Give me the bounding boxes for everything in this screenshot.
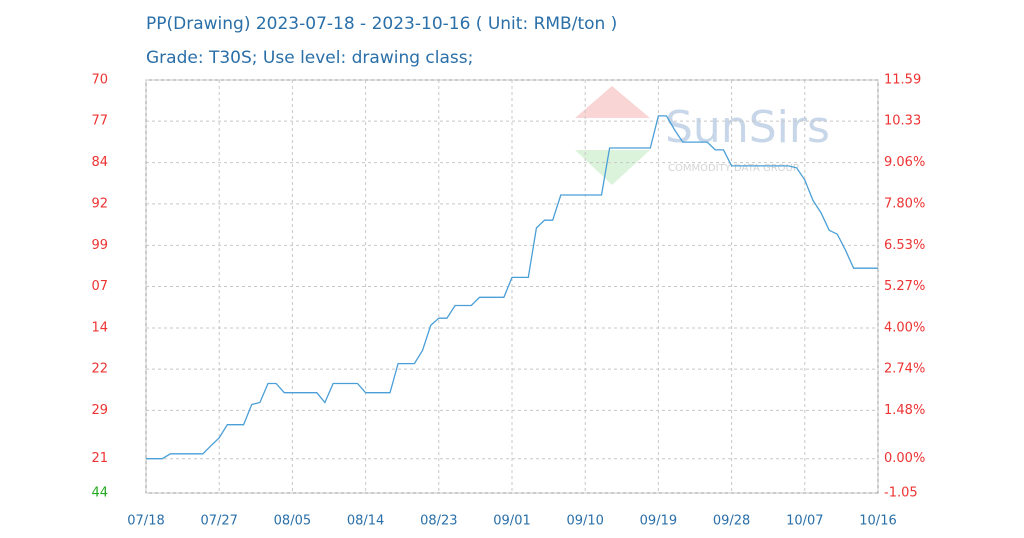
y2-tick-label: 2.74%: [884, 362, 925, 377]
y2-tick-label: 11.59: [884, 73, 921, 88]
x-tick-label: 09/28: [713, 514, 750, 529]
watermark: SunSirs: [665, 102, 830, 153]
y-tick-label: 29: [91, 403, 108, 418]
y-tick-label: 99: [91, 238, 108, 253]
chart-title: PP(Drawing) 2023-07-18 - 2023-10-16 ( Un…: [146, 14, 617, 34]
x-tick-label: 10/07: [786, 514, 823, 529]
y-tick-label: 14: [91, 320, 108, 335]
y2-tick-label: 7.80%: [884, 196, 925, 211]
line-series: [146, 115, 878, 460]
y2-tick-label: 4.00%: [884, 320, 925, 335]
y-tick-label: 70: [91, 73, 108, 88]
y2-tick-label: 1.48%: [884, 403, 925, 418]
y2-tick-label: -1.05: [884, 486, 918, 501]
x-tick-label: 10/16: [859, 514, 896, 529]
x-tick-label: 09/19: [640, 514, 677, 529]
y2-tick-label: 9.06%: [884, 155, 925, 170]
x-tick-label: 07/27: [200, 514, 237, 529]
x-tick-label: 08/14: [347, 514, 384, 529]
y-tick-label: 84: [91, 155, 108, 170]
y2-tick-label: 6.53%: [884, 238, 925, 253]
y2-tick-label: 10.33: [884, 114, 921, 129]
y-tick-label: 44: [91, 486, 108, 501]
x-tick-label: 09/01: [493, 514, 530, 529]
watermark-logo: [575, 86, 650, 185]
y-tick-label: 22: [91, 362, 108, 377]
y2-tick-label: 5.27%: [884, 279, 925, 294]
x-tick-label: 08/05: [274, 514, 311, 529]
y-tick-label: 77: [91, 114, 108, 129]
chart-subtitle: Grade: T30S; Use level: drawing class;: [146, 48, 473, 68]
y-tick-label: 21: [91, 451, 108, 466]
y-tick-label: 92: [91, 196, 108, 211]
y2-tick-label: 0.00%: [884, 451, 925, 466]
x-tick-label: 08/23: [420, 514, 457, 529]
x-tick-label: 09/10: [566, 514, 603, 529]
watermark-sub: COMMODITY DATA GROUP: [668, 163, 799, 174]
y-tick-label: 07: [91, 279, 108, 294]
x-tick-label: 07/18: [127, 514, 164, 529]
